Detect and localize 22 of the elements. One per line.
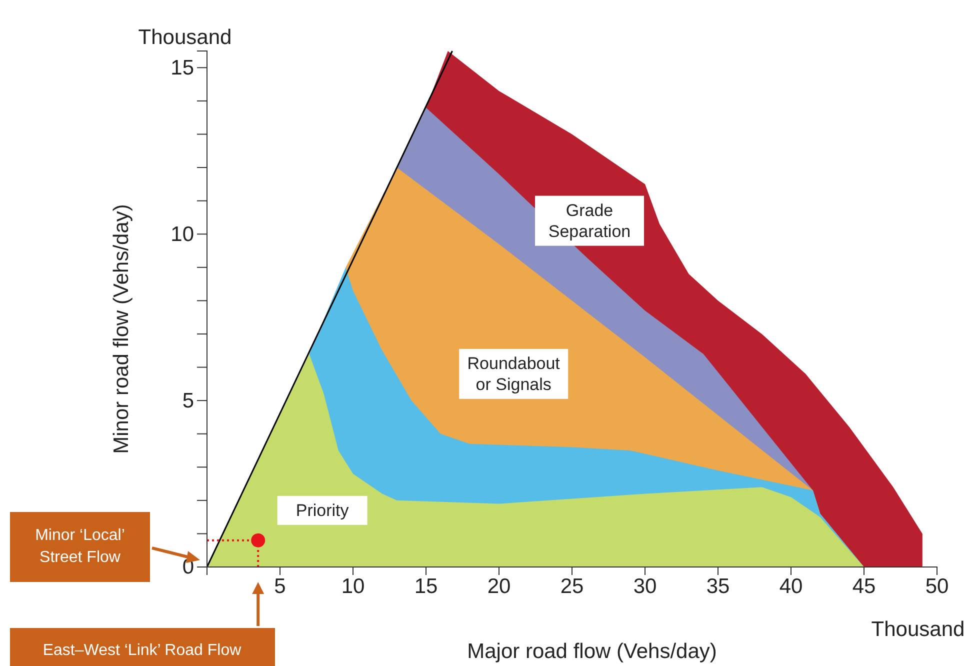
x-tick-label: 5 — [274, 574, 286, 598]
x-tick-label: 40 — [779, 574, 803, 598]
x-tick-label: 30 — [633, 574, 657, 598]
y-tick-label: 5 — [182, 389, 194, 412]
text: East–West ‘Link’ Road Flow — [42, 642, 242, 659]
x-tick-label: 25 — [560, 574, 584, 598]
series-label: Roundabout or Signals — [467, 354, 560, 394]
text: Minor ‘Local’ Street Flow — [35, 527, 125, 566]
text: Thousand — [138, 26, 232, 49]
y-tick-label: 15 — [170, 56, 194, 80]
series-label: Grade Separation — [548, 200, 631, 241]
y-axis-title: Minor road flow (Vehs/day) — [110, 204, 133, 454]
text: Thousand — [871, 618, 965, 641]
series-label: Priority — [296, 500, 350, 520]
x-tick-label: 20 — [487, 574, 511, 598]
x-tick-label: 50 — [925, 574, 949, 598]
x-axis-title: Major road flow (Vehs/day) — [467, 640, 717, 663]
x-tick-label: 15 — [414, 574, 438, 598]
x-tick-label: 45 — [852, 574, 876, 598]
x-tick-label: 10 — [341, 574, 365, 598]
y-tick-label: 10 — [170, 222, 194, 246]
x-tick-label: 35 — [706, 574, 730, 598]
